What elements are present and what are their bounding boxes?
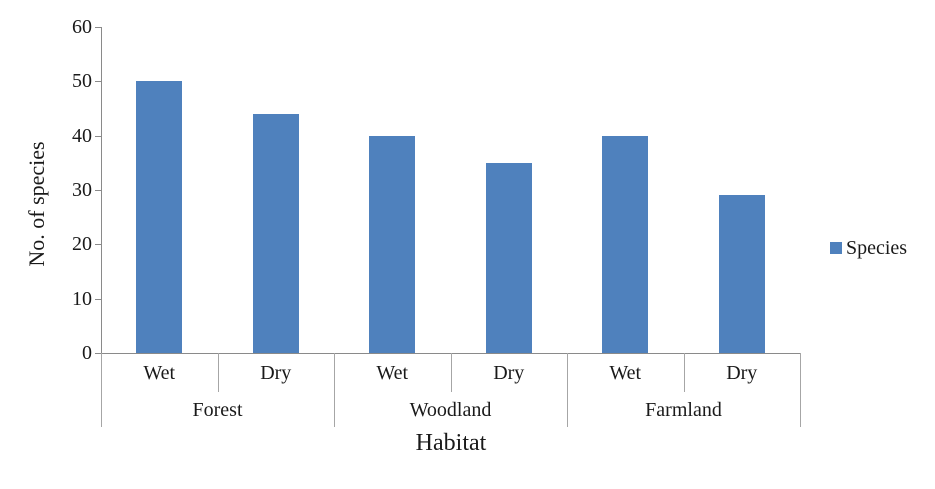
y-tick-mark — [95, 190, 101, 191]
group-divider-line — [567, 353, 568, 427]
x-group-label-woodland: Woodland — [409, 398, 492, 421]
y-tick-label: 30 — [72, 179, 92, 201]
y-axis-line — [101, 27, 102, 354]
y-tick-mark — [95, 244, 101, 246]
y-tick-mark — [95, 81, 101, 83]
x-subcategory-label: Wet — [143, 361, 176, 384]
bar-dry-woodland — [485, 162, 532, 353]
y-tick-mark — [95, 298, 101, 300]
x-subcategory-label: Dry — [726, 361, 758, 384]
bar-wet-woodland — [369, 135, 416, 353]
x-group-label-farmland: Farmland — [645, 398, 722, 421]
group-divider-line — [334, 353, 335, 427]
bar-dry-forest — [252, 113, 299, 353]
x-subcategory-label: Dry — [493, 361, 525, 384]
y-tick-mark — [95, 353, 101, 354]
group-divider-line — [800, 353, 801, 427]
legend: Species — [830, 238, 907, 258]
y-tick-mark — [95, 27, 101, 28]
y-tick-label: 50 — [72, 70, 92, 93]
legend-label: Species — [846, 237, 908, 259]
bar-wet-forest — [136, 81, 183, 353]
subcategory-divider-line — [450, 353, 452, 392]
y-tick-label: 60 — [72, 16, 92, 38]
x-axis-title: Habitat — [415, 430, 487, 456]
subcategory-divider-line — [683, 353, 685, 392]
group-divider-line — [101, 353, 102, 427]
x-subcategory-label: Dry — [260, 361, 292, 384]
y-tick-label: 0 — [82, 342, 92, 364]
y-tick-label: 10 — [72, 287, 92, 310]
subcategory-divider-line — [217, 353, 219, 392]
bar-dry-farmland — [718, 195, 765, 353]
x-subcategory-label: Wet — [376, 361, 409, 384]
y-tick-mark — [95, 135, 101, 137]
x-subcategory-label: Wet — [609, 361, 642, 384]
bar-wet-farmland — [602, 135, 649, 353]
y-tick-label: 40 — [72, 124, 92, 147]
y-axis-title: No. of species — [24, 141, 49, 267]
x-group-label-forest: Forest — [192, 398, 243, 421]
legend-swatch-icon — [830, 242, 842, 254]
y-tick-label: 20 — [72, 233, 92, 256]
